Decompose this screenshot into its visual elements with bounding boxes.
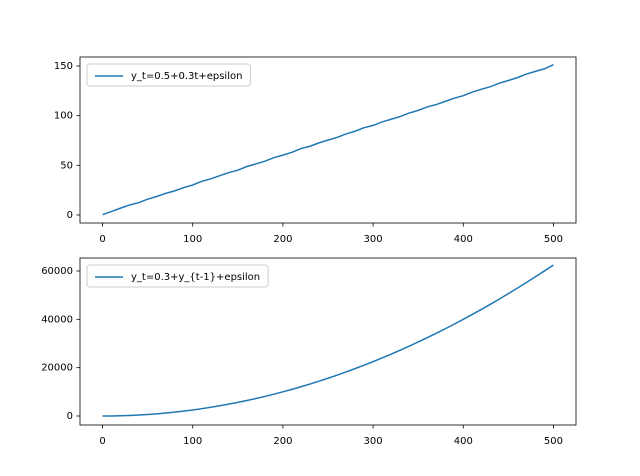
- y-tick-label: 0: [67, 210, 73, 221]
- series-line: [102, 64, 554, 216]
- x-tick-label: 300: [364, 436, 383, 447]
- axes-frame: [79, 257, 577, 426]
- x-tick-label: 400: [454, 436, 473, 447]
- x-tick-label: 200: [273, 436, 292, 447]
- y-tick-label: 150: [54, 61, 73, 72]
- x-tick-label: 500: [544, 234, 563, 245]
- y-tick-label: 40000: [41, 314, 73, 325]
- y-tick-label: 60000: [41, 266, 73, 277]
- x-tick-label: 100: [183, 234, 202, 245]
- y-tick-label: 50: [60, 160, 73, 171]
- subplot: 0 100 200 300 400 500 0 50 100 150 y_t=0.5+0.3t+ep…: [54, 56, 577, 245]
- subplot: 0 100 200 300 400 500 0 20000 40000 60000 y_t=0.3+…: [41, 257, 577, 447]
- x-tick-label: 500: [544, 436, 563, 447]
- x-tick-label: 0: [99, 234, 105, 245]
- legend: y_t=0.3+y_{t-1}+epsilon: [86, 264, 269, 288]
- legend-frame: [86, 264, 269, 288]
- y-tick-label: 20000: [41, 363, 73, 374]
- x-tick-label: 100: [183, 436, 202, 447]
- axes-frame: [79, 56, 577, 224]
- x-tick-label: 300: [364, 234, 383, 245]
- legend: y_t=0.5+0.3t+epsilon: [86, 63, 251, 87]
- y-tick-label: 0: [67, 411, 73, 422]
- series-line: [102, 264, 554, 417]
- x-tick-label: 400: [454, 234, 473, 245]
- legend-label: y_t=0.3+y_{t-1}+epsilon: [131, 272, 260, 283]
- legend-label: y_t=0.5+0.3t+epsilon: [131, 71, 242, 82]
- x-tick-label: 200: [273, 234, 292, 245]
- x-tick-label: 0: [99, 436, 105, 447]
- legend-frame: [86, 63, 251, 87]
- y-tick-label: 100: [54, 111, 73, 122]
